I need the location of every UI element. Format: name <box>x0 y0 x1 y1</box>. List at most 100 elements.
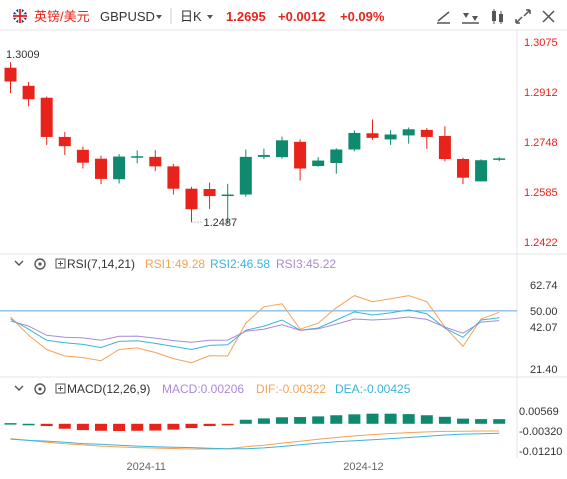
draw-line-icon[interactable] <box>433 8 453 26</box>
macd-histogram-bar <box>185 423 198 429</box>
period-label[interactable]: 日K <box>180 9 202 24</box>
macd-histogram-bar <box>239 419 252 424</box>
macd-histogram-bar <box>384 413 397 424</box>
macd-histogram-bar <box>294 417 307 424</box>
rsi-series-line-1 <box>10 295 500 364</box>
candle-body <box>149 156 162 167</box>
fullscreen-icon[interactable] <box>515 9 531 24</box>
dea-legend: DEA:-0.00425 <box>335 382 411 396</box>
candle-body <box>420 129 433 137</box>
candle-body <box>113 156 126 180</box>
rsi-axis-tick-label: 42.07 <box>530 322 558 334</box>
price-axis-tick-label: 1.2422 <box>524 237 558 249</box>
price-axis-tick-label: 1.2748 <box>524 137 558 149</box>
x-axis-date-label: 2024-12 <box>343 461 383 473</box>
macd-axis-tick-label: -0.01210 <box>519 446 562 458</box>
settings-icon[interactable] <box>492 9 503 24</box>
macd-histogram-bar <box>131 423 144 431</box>
macd-histogram-bar <box>203 423 216 427</box>
candle-body <box>221 194 234 197</box>
gear-icon[interactable] <box>34 383 46 395</box>
rsi-header: RSI(7,14,21) RSI1:49.28 RSI2:46.58 RSI3:… <box>14 257 336 271</box>
dif-legend: DIF:-0.00322 <box>256 382 326 396</box>
price-axis-tick-label: 1.2585 <box>524 187 558 199</box>
price-change-pct: +0.09% <box>340 9 385 24</box>
macd-title: MACD(12,26,9) <box>67 382 150 396</box>
candle-body <box>239 156 252 195</box>
period-dropdown-chevron-icon[interactable] <box>207 15 213 19</box>
expand-box-icon[interactable] <box>55 258 66 269</box>
low-price-label: 1.2487 <box>204 217 238 229</box>
candle-body <box>203 189 216 197</box>
macd-histogram-bar <box>22 423 35 426</box>
high-price-label: 1.3009 <box>6 49 40 61</box>
price-axis-tick-label: 1.3075 <box>524 37 558 49</box>
candle-body <box>438 136 451 159</box>
rsi-axis-tick-label: 62.74 <box>530 280 558 292</box>
macd-histogram-bar <box>76 423 89 431</box>
gear-icon[interactable] <box>34 258 46 270</box>
macd-histogram-bar <box>257 418 270 424</box>
macd-axis-tick-label: -0.00320 <box>519 426 562 438</box>
macd-histogram-bar <box>4 423 17 425</box>
rsi3-legend: RSI3:45.22 <box>276 257 336 271</box>
candle-body <box>330 149 343 163</box>
macd-histogram-bar <box>276 417 288 424</box>
candle-body <box>276 140 288 158</box>
candle-body <box>457 158 469 178</box>
indicator-icon[interactable] <box>462 13 479 24</box>
macd-histogram-bar <box>402 414 415 424</box>
macd-histogram-bar <box>420 415 433 424</box>
macd-histogram-bar <box>330 415 343 424</box>
candle-body <box>312 160 325 167</box>
collapse-chevron-icon[interactable] <box>14 385 24 391</box>
rsi-title: RSI(7,14,21) <box>67 257 135 271</box>
candle-body <box>95 158 107 179</box>
macd-histogram-bar <box>366 413 379 424</box>
candle-body <box>366 133 379 138</box>
candle-body <box>58 136 71 147</box>
candle-body <box>493 158 506 160</box>
candle-body <box>402 129 415 136</box>
candle-body <box>167 166 180 189</box>
price-panel: 1.3075 1.2912 1.2748 1.2585 1.2422 1.3009 1.24… <box>4 37 558 249</box>
candle-body <box>475 160 488 182</box>
macd-legend: MACD:0.00206 <box>162 382 244 396</box>
macd-histogram-bar <box>113 423 126 431</box>
macd-histogram-bar <box>438 416 451 424</box>
macd-histogram-bar <box>167 423 180 430</box>
macd-axis-tick-label: 0.00569 <box>519 406 559 418</box>
rsi-series-line-3 <box>10 316 500 343</box>
collapse-chevron-icon[interactable] <box>14 260 24 266</box>
candle-body <box>22 85 35 100</box>
macd-histogram-bar <box>475 419 488 424</box>
macd-histogram-bar <box>493 419 506 424</box>
macd-histogram-bar <box>58 423 71 429</box>
rsi-axis-tick-label: 21.40 <box>530 364 558 376</box>
macd-histogram-bar <box>40 423 53 427</box>
dea-line <box>10 432 500 450</box>
candle-body <box>294 141 307 169</box>
macd-histogram-bar <box>348 414 361 424</box>
candle-body <box>348 132 361 150</box>
rsi-panel: 62.74 50.00 42.07 21.40 <box>0 280 558 376</box>
x-axis-date-label: 2024-11 <box>126 461 166 473</box>
symbol-cn-label[interactable]: 英镑/美元 <box>34 9 90 24</box>
last-price: 1.2695 <box>226 9 266 24</box>
close-panel-icon[interactable] <box>542 10 555 23</box>
candle-body <box>131 156 144 158</box>
dif-line <box>10 430 500 450</box>
expand-box-icon[interactable] <box>55 383 66 394</box>
symbol-dropdown-chevron-icon[interactable] <box>156 15 162 19</box>
rsi2-legend: RSI2:46.58 <box>210 257 270 271</box>
symbol-label[interactable]: GBPUSD <box>100 9 155 24</box>
price-axis-tick-label: 1.2912 <box>524 87 558 99</box>
uk-flag-icon <box>13 9 27 23</box>
x-axis: 2024-11 2024-12 <box>126 461 383 473</box>
rsi-axis-tick-label: 50.00 <box>530 306 558 318</box>
candle-body <box>257 155 270 157</box>
macd-histogram-bar <box>221 423 234 426</box>
price-change: +0.0012 <box>278 9 325 24</box>
